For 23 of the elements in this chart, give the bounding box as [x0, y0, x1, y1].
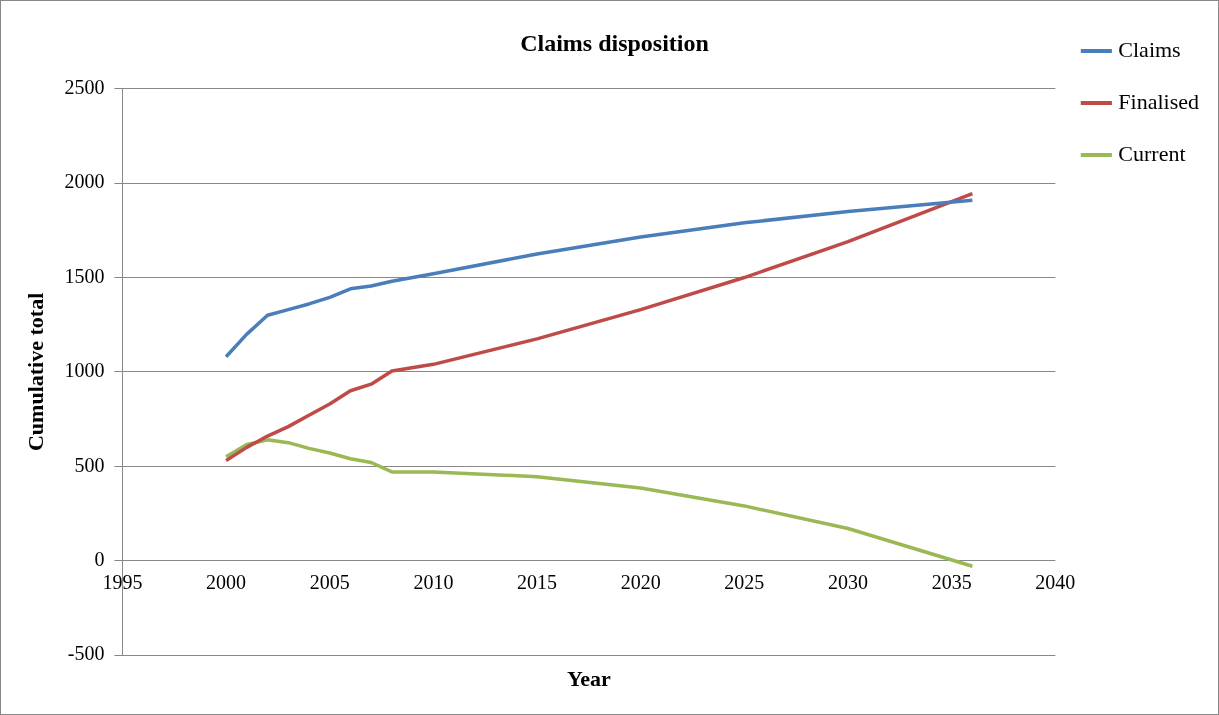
y-tick-label: 2500 — [64, 76, 105, 99]
x-axis-title: Year — [566, 665, 612, 691]
x-tick-label: 2000 — [206, 570, 247, 593]
x-tick-label: 2040 — [1035, 570, 1076, 593]
x-tick-label: 2020 — [620, 570, 661, 593]
chart-title: Claims disposition — [520, 29, 709, 56]
x-tick-label: 2030 — [828, 570, 869, 593]
x-tick-label: 2015 — [517, 570, 558, 593]
x-tick-label: 2005 — [309, 570, 350, 593]
y-tick-label: 1500 — [64, 264, 105, 287]
x-tick-label: 1995 — [102, 570, 143, 593]
y-tick-label: 0 — [94, 547, 105, 570]
legend-label: Claims — [1118, 36, 1181, 62]
legend-label: Finalised — [1118, 88, 1200, 114]
y-axis-title: Cumulative total — [22, 292, 48, 452]
legend-label: Current — [1118, 140, 1186, 166]
x-tick-label: 2010 — [413, 570, 454, 593]
y-tick-label: 1000 — [64, 359, 105, 382]
x-tick-label: 2035 — [931, 570, 972, 593]
x-tick-label: 2025 — [724, 570, 765, 593]
y-tick-label: 2000 — [64, 170, 105, 193]
y-tick-label: 500 — [74, 453, 105, 476]
y-tick-label: -500 — [67, 642, 105, 665]
